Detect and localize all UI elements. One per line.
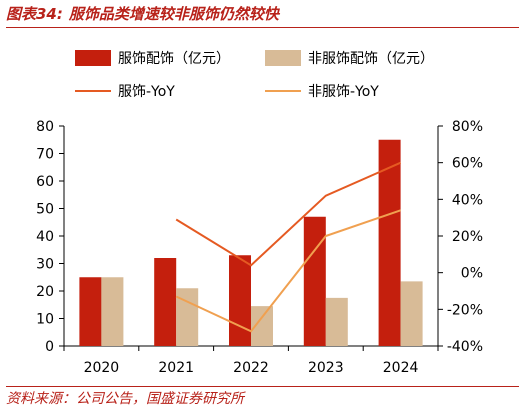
y-right-tick-label: -20% <box>447 302 483 318</box>
y-left-tick-label: 10 <box>36 312 54 328</box>
bar-apparel <box>378 139 401 346</box>
figure-title: 服饰品类增速较非服饰仍然较快 <box>68 5 279 23</box>
legend-label: 非服饰配饰（亿元） <box>308 51 434 67</box>
legend-label: 服饰配饰（亿元） <box>118 51 230 67</box>
y-right-tick-label: -40% <box>447 339 483 355</box>
chart-title: 图表34: 服饰品类增速较非服饰仍然较快 <box>6 2 519 28</box>
y-right-tick-label: 20% <box>452 229 483 245</box>
y-left-tick-label: 30 <box>36 257 54 273</box>
bar-non-apparel <box>176 288 199 346</box>
bar-apparel <box>79 277 102 346</box>
bar-non-apparel <box>400 281 423 346</box>
source-note: 资料来源：公司公告，国盛证券研究所 <box>6 386 519 410</box>
y-left-tick-label: 40 <box>36 229 54 245</box>
y-right-tick-label: 60% <box>452 156 483 172</box>
lines <box>175 161 402 333</box>
legend: 服饰配饰（亿元） 非服饰配饰（亿元） 服饰-YoY 非服饰-YoY <box>75 50 434 100</box>
bar-apparel <box>154 258 177 346</box>
legend-swatch <box>75 50 111 66</box>
axes: 0 10 20 30 40 50 60 70 80 -40% -20% 0% 20% 40% 60% 80% 2… <box>36 119 483 376</box>
bar-apparel <box>229 255 251 346</box>
y-right-tick-label: 80% <box>452 119 483 135</box>
y-left-tick-label: 70 <box>36 147 54 163</box>
y-right-tick-label: 0% <box>461 266 483 282</box>
legend-swatch <box>265 50 301 66</box>
x-tick-label: 2022 <box>233 360 269 376</box>
line-apparel-yoy <box>175 161 402 267</box>
x-tick-label: 2020 <box>84 360 120 376</box>
line-non-apparel-yoy <box>175 209 401 333</box>
y-left-tick-label: 20 <box>36 284 54 300</box>
y-left-tick-label: 50 <box>36 202 54 218</box>
bar-non-apparel <box>251 306 273 346</box>
bars <box>79 139 423 346</box>
x-tick-label: 2021 <box>158 360 194 376</box>
legend-line-apparel: 服饰-YoY <box>75 84 175 100</box>
legend-label: 非服饰-YoY <box>308 84 379 100</box>
legend-bar-apparel: 服饰配饰（亿元） <box>75 50 230 67</box>
bar-apparel <box>303 216 326 346</box>
y-left-tick-label: 80 <box>36 119 54 135</box>
x-tick-label: 2024 <box>383 360 419 376</box>
y-left-tick-label: 60 <box>36 174 54 190</box>
bar-non-apparel <box>325 297 348 346</box>
bar-non-apparel <box>101 277 124 346</box>
y-right-tick-label: 40% <box>452 192 483 208</box>
legend-label: 服饰-YoY <box>118 84 175 100</box>
legend-bar-non-apparel: 非服饰配饰（亿元） <box>265 50 434 67</box>
y-left-tick-label: 0 <box>45 339 54 355</box>
x-tick-label: 2023 <box>308 360 344 376</box>
figure-number: 图表34: <box>6 5 63 23</box>
legend-line-non-apparel: 非服饰-YoY <box>265 84 379 100</box>
